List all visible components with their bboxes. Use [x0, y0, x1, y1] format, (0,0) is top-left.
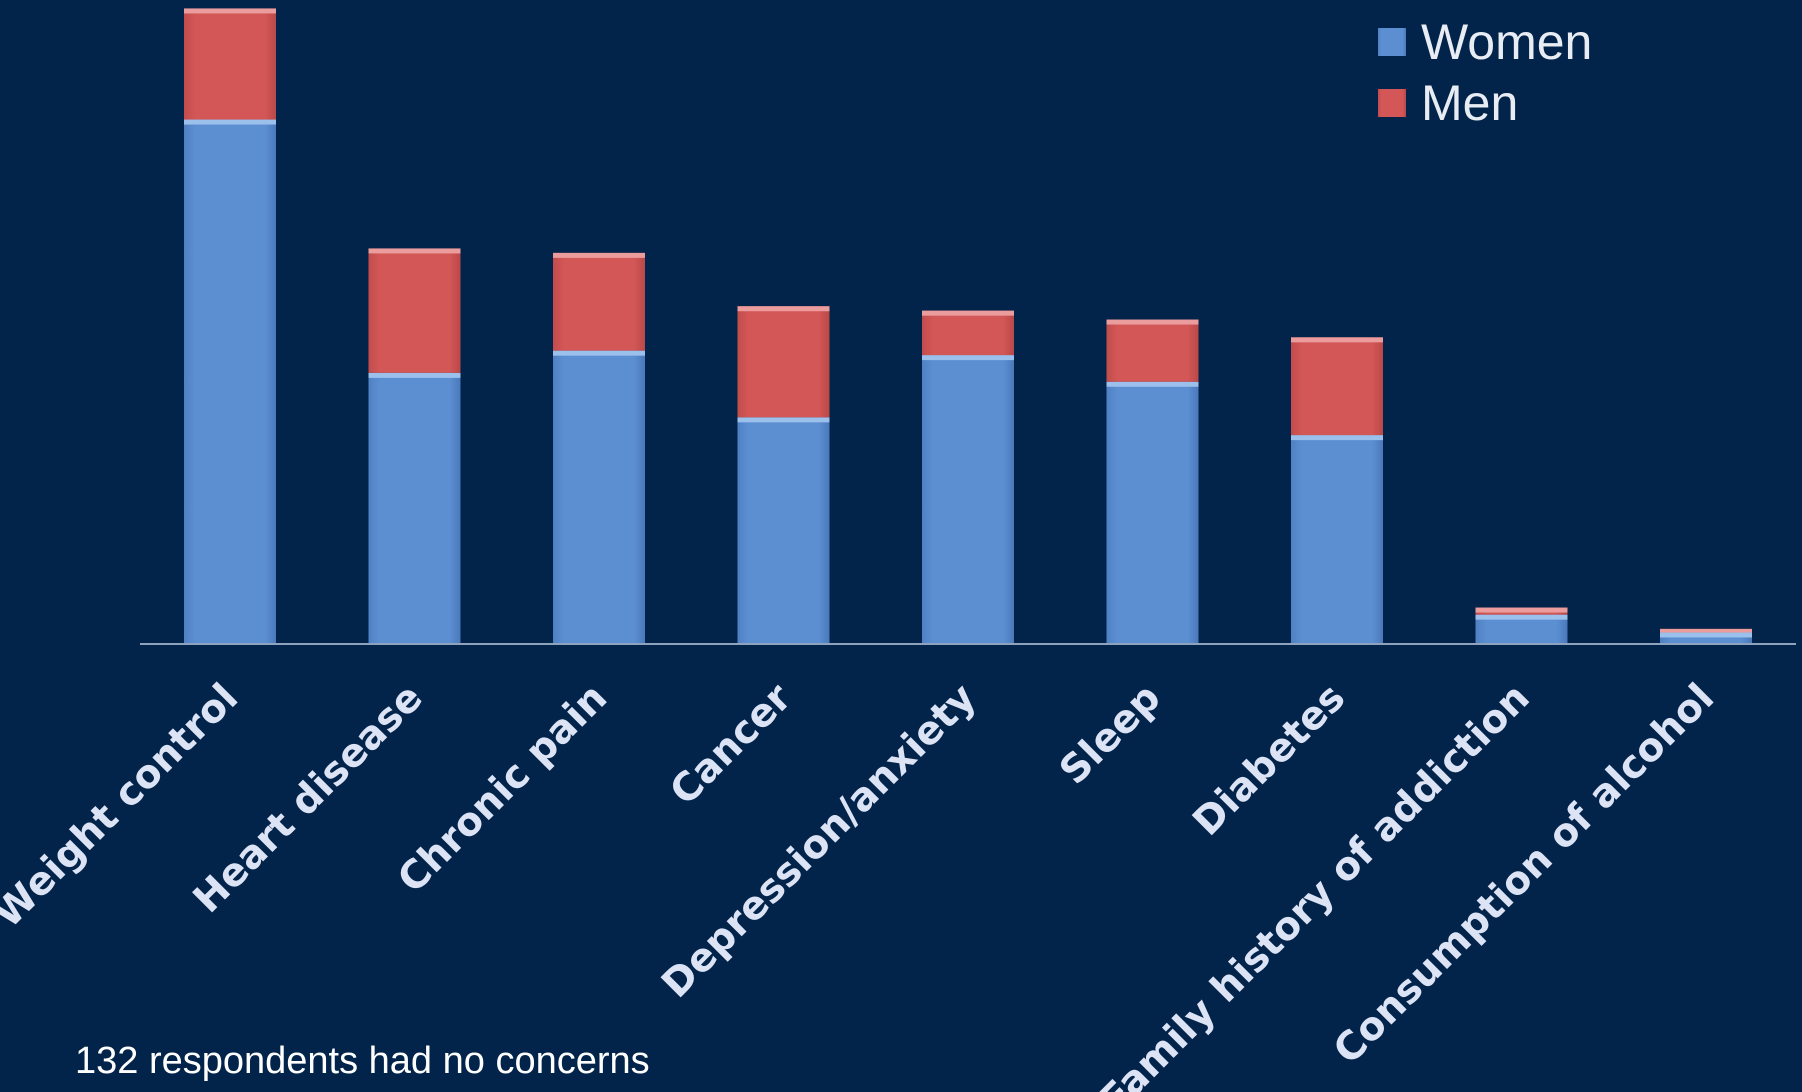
- bar-highlight-men-chronic-pain: [553, 252, 645, 258]
- bar-highlight-men-diabetes: [1291, 337, 1383, 343]
- bar-men-cancer: [737, 306, 830, 418]
- bar-highlight-men-cancer: [737, 306, 830, 312]
- legend-swatch-men: [1378, 89, 1406, 117]
- bar-women-diabetes: [1291, 435, 1383, 644]
- bar-women-heart-disease: [368, 372, 461, 644]
- legend-label-women: Women: [1421, 14, 1592, 70]
- bar-women-sleep: [1106, 381, 1199, 644]
- bar-women-weight-control: [184, 119, 276, 645]
- x-tick-label-sleep: Sleep: [1051, 675, 1169, 793]
- bar-highlight-women-heart-disease: [368, 372, 461, 378]
- bar-highlight-women-weight-control: [184, 119, 276, 125]
- bar-women-cancer: [737, 417, 830, 644]
- bar-highlight-women-sleep: [1106, 381, 1199, 387]
- bar-men-diabetes: [1291, 337, 1383, 436]
- bar-men-weight-control: [184, 8, 276, 120]
- x-tick-label-cancer: Cancer: [662, 675, 801, 814]
- bar-men-sleep: [1106, 319, 1199, 382]
- legend-label-men: Men: [1421, 75, 1518, 131]
- x-tick-label-consumption-of-alcohol: Consumption of alcohol: [1325, 675, 1723, 1073]
- bars-group: [184, 8, 1752, 645]
- bar-men-depression-anxiety: [922, 310, 1014, 356]
- bar-highlight-men-weight-control: [184, 8, 276, 14]
- bar-highlight-men-consumption-of-alcohol: [1660, 628, 1752, 633]
- bar-highlight-men-sleep: [1106, 319, 1199, 325]
- x-tick-label-depression-anxiety: Depression/anxiety: [653, 675, 985, 1007]
- x-tick-label-diabetes: Diabetes: [1185, 675, 1355, 845]
- bar-highlight-women-chronic-pain: [553, 350, 645, 356]
- legend-swatch-women: [1378, 28, 1406, 56]
- bar-highlight-women-family-history-of-addiction: [1475, 614, 1568, 620]
- footnote: 132 respondents had no concerns: [75, 1040, 650, 1082]
- bar-women-depression-anxiety: [922, 355, 1014, 644]
- bar-highlight-men-family-history-of-addiction: [1475, 607, 1568, 613]
- bar-highlight-women-consumption-of-alcohol: [1660, 632, 1752, 638]
- bar-men-heart-disease: [368, 248, 461, 373]
- bar-highlight-men-depression-anxiety: [922, 310, 1014, 316]
- bar-highlight-women-depression-anxiety: [922, 355, 1014, 361]
- bar-highlight-men-heart-disease: [368, 248, 461, 254]
- bar-highlight-women-cancer: [737, 417, 830, 423]
- bar-women-chronic-pain: [553, 350, 645, 644]
- bar-men-chronic-pain: [553, 252, 645, 351]
- bar-highlight-women-diabetes: [1291, 435, 1383, 441]
- bar-women-consumption-of-alcohol: [1660, 632, 1752, 644]
